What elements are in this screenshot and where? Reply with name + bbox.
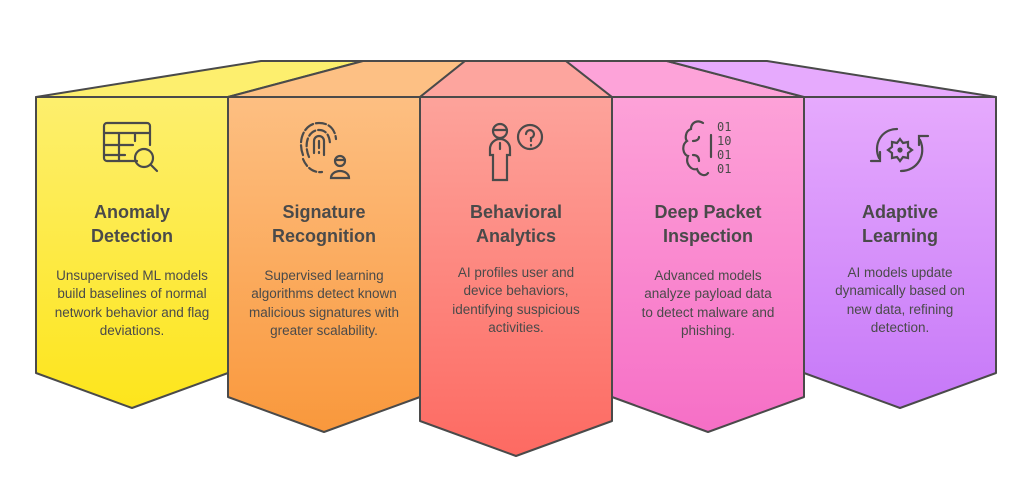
table-search-icon: [102, 121, 159, 173]
panel-2: [227, 96, 421, 433]
title-line: Detection: [90, 226, 173, 246]
title-line: Anomaly: [93, 202, 171, 222]
panel-5: [803, 96, 997, 409]
title-line: Adaptive: [861, 202, 939, 222]
binary-row: 01: [717, 148, 731, 162]
title-line: Signature: [282, 202, 366, 222]
brain-binary-icon: 01 10 01 01: [682, 120, 731, 177]
title-line: Deep Packet: [654, 202, 762, 222]
stage-description: Unsupervised ML models build baselines o…: [54, 268, 210, 338]
stage-title-deep-packet-inspection: Deep Packet Inspection: [612, 200, 804, 248]
binary-row: 01: [717, 162, 731, 176]
panel-3: [419, 96, 613, 457]
stage-title-adaptive-learning: Adaptive Learning: [804, 200, 996, 248]
binary-row: 01: [717, 120, 731, 134]
fingerprint-user-icon: [299, 121, 351, 180]
stage-description: AI models update dynamically based on ne…: [835, 265, 965, 335]
stage-title-signature-recognition: Signature Recognition: [228, 200, 420, 248]
stage-title-behavioral-analytics: Behavioral Analytics: [420, 200, 612, 248]
title-line: Analytics: [475, 226, 557, 246]
stage-description: Supervised learning algorithms detect kn…: [248, 268, 400, 338]
panel-1: [35, 96, 229, 409]
title-line: Learning: [861, 226, 938, 246]
stage-description: Advanced models analyze payload data to …: [641, 268, 775, 338]
stage-description: AI profiles user and device behaviors, i…: [452, 265, 580, 335]
user-question-icon: [488, 122, 544, 182]
gear-cycle-icon: [869, 127, 930, 173]
title-line: Inspection: [662, 226, 753, 246]
stage-title-anomaly-detection: Anomaly Detection: [36, 200, 228, 248]
panel-4: [611, 96, 805, 433]
binary-row: 10: [717, 134, 731, 148]
title-line: Recognition: [272, 226, 376, 246]
title-line: Behavioral: [469, 202, 563, 222]
